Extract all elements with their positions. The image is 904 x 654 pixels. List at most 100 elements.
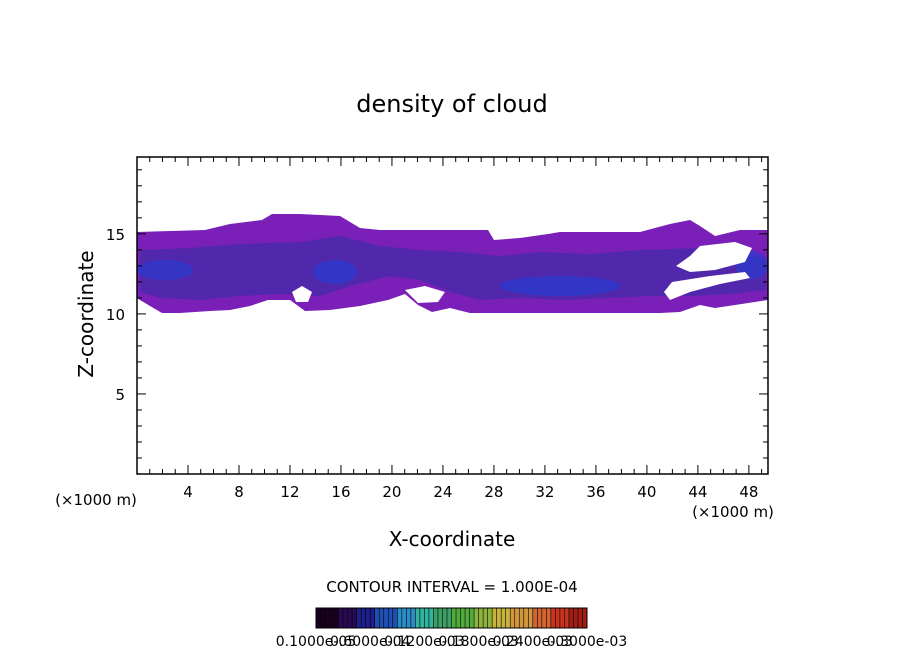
colorbar-frame xyxy=(315,607,588,629)
cloud-field xyxy=(137,214,768,313)
colorbar-cell xyxy=(379,608,384,628)
colorbar-cell xyxy=(437,608,443,628)
x-tick-label: 12 xyxy=(280,483,299,501)
y-tick-label: 15 xyxy=(106,226,125,244)
colorbar-cell xyxy=(555,608,560,628)
colorbar: 0.1000e-050.6000e-040.1200e-030.1800e-03… xyxy=(276,607,627,650)
colorbar-cell xyxy=(401,608,407,628)
colorbar-cell xyxy=(451,608,457,628)
colorbar-cell xyxy=(383,608,389,628)
x-tick-label: 16 xyxy=(331,483,350,501)
x-tick-label: 20 xyxy=(382,483,401,501)
colorbar-cell xyxy=(365,608,371,628)
colorbar-cell xyxy=(550,608,556,628)
colorbar-cell xyxy=(334,608,339,628)
colorbar-cell xyxy=(361,608,366,628)
x-unit-right: (×1000 m) xyxy=(692,503,774,521)
colorbar-labels: 0.1000e-050.6000e-040.1200e-030.1800e-03… xyxy=(276,634,627,650)
colorbar-cell xyxy=(510,608,515,628)
x-tick-label: 28 xyxy=(484,483,503,501)
colorbar-cell xyxy=(474,608,479,628)
colorbar-cell xyxy=(347,608,353,628)
colorbar-cell xyxy=(338,608,344,628)
colorbar-cell xyxy=(352,608,357,628)
colorbar-cell xyxy=(568,608,574,628)
colorbar-cell xyxy=(460,608,466,628)
y-tick-labels: 5 10 15 xyxy=(106,226,125,404)
x-tick-labels: 4 8 12 16 20 24 28 32 36 40 44 48 xyxy=(183,483,758,501)
colorbar-cell xyxy=(392,608,398,628)
colorbar-label: 0.6000e-04 xyxy=(330,634,411,650)
x-tick-label: 44 xyxy=(688,483,707,501)
colorbar-cell xyxy=(456,608,461,628)
colorbar-cell xyxy=(519,608,524,628)
cloud-core-center xyxy=(313,260,357,284)
colorbar-cell xyxy=(523,608,529,628)
cloud-core-right xyxy=(500,276,620,296)
cloud-core-left xyxy=(137,260,193,280)
x-axis-label: X-coordinate xyxy=(389,527,516,551)
cloud-gap-right-upper xyxy=(676,242,752,272)
cloud-gap-right-lower xyxy=(664,272,750,300)
chart-title: density of cloud xyxy=(356,90,547,118)
colorbar-label: 0.1800e-03 xyxy=(438,634,518,650)
colorbar-cell xyxy=(325,608,330,628)
colorbar-cell xyxy=(374,608,380,628)
colorbar-cell xyxy=(415,608,420,628)
x-tick-label: 8 xyxy=(234,483,244,501)
y-axis-label: Z-coordinate xyxy=(74,250,98,377)
contour-interval: CONTOUR INTERVAL = 1.000E-04 xyxy=(326,578,577,596)
colorbar-cell xyxy=(478,608,484,628)
x-unit-left: (×1000 m) xyxy=(55,491,137,509)
colorbar-label: 0.3000e-03 xyxy=(547,634,627,650)
x-tick-label: 4 xyxy=(183,483,193,501)
colorbar-cell xyxy=(492,608,497,628)
colorbar-label: 0.2400e-03 xyxy=(493,634,573,650)
colorbar-label: 0.1000e-05 xyxy=(276,634,356,650)
colorbar-cell xyxy=(316,608,321,628)
colorbar-cell xyxy=(577,608,583,628)
y-tick-label: 5 xyxy=(115,386,125,404)
x-tick-label: 36 xyxy=(586,483,605,501)
cloud-gap-center xyxy=(405,286,445,303)
colorbar-cell xyxy=(546,608,551,628)
colorbar-cell xyxy=(573,608,578,628)
colorbar-cell xyxy=(343,608,348,628)
colorbar-cell xyxy=(532,608,538,628)
colorbar-cell xyxy=(564,608,569,628)
colorbar-cell xyxy=(496,608,502,628)
colorbar-cells xyxy=(315,608,587,628)
x-tick-label: 48 xyxy=(739,483,758,501)
colorbar-cell xyxy=(406,608,411,628)
colorbar-cell xyxy=(419,608,425,628)
cloud-gap-left xyxy=(292,286,312,302)
colorbar-cell xyxy=(537,608,542,628)
colorbar-cell xyxy=(424,608,429,628)
axis-ticks xyxy=(137,157,768,474)
colorbar-cell xyxy=(483,608,488,628)
x-tick-label: 40 xyxy=(637,483,656,501)
x-tick-label: 24 xyxy=(433,483,452,501)
colorbar-cell xyxy=(582,608,587,628)
colorbar-label: 0.1200e-03 xyxy=(384,634,464,650)
colorbar-cell xyxy=(505,608,511,628)
colorbar-cell xyxy=(370,608,375,628)
y-tick-label: 10 xyxy=(106,306,125,324)
colorbar-cell xyxy=(388,608,393,628)
colorbar-cell xyxy=(541,608,547,628)
colorbar-cell xyxy=(356,608,362,628)
colorbar-cell xyxy=(428,608,434,628)
colorbar-cell xyxy=(329,608,335,628)
colorbar-cell xyxy=(320,608,326,628)
plot-frame xyxy=(136,156,769,475)
colorbar-cell xyxy=(465,608,470,628)
colorbar-cell xyxy=(397,608,402,628)
colorbar-cell xyxy=(487,608,493,628)
colorbar-cell xyxy=(528,608,533,628)
colorbar-cell xyxy=(442,608,447,628)
colorbar-cell xyxy=(469,608,475,628)
colorbar-cell xyxy=(433,608,438,628)
colorbar-cell xyxy=(501,608,506,628)
